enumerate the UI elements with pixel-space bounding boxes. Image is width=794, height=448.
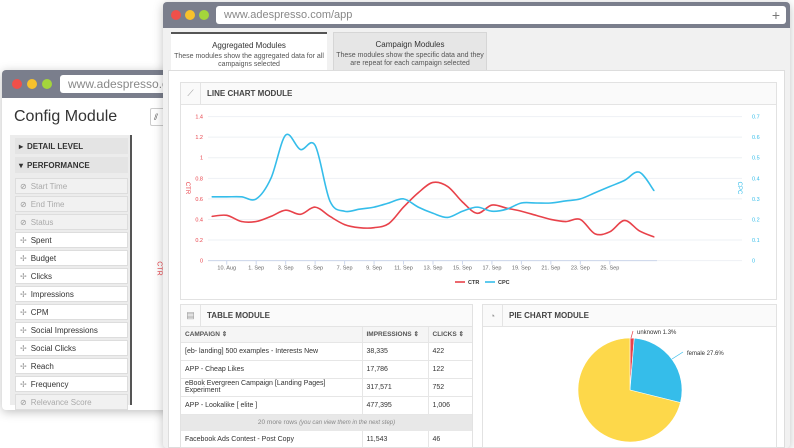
table-cell: 1,006 [427, 396, 472, 415]
column-header-clicks[interactable]: CLICKS ⇕ [427, 327, 472, 343]
title-bar: www.adespresso.com/app + [163, 2, 790, 28]
table-cell: [eb- landing] 500 examples - Interests N… [181, 342, 362, 361]
module-title: TABLE MODULE [207, 311, 270, 320]
plus-icon[interactable]: + [771, 7, 780, 23]
table-icon: ▤ [181, 304, 201, 327]
campaign-table: CAMPAIGN ⇕ IMPRESSIONS ⇕ CLICKS ⇕ [eb- lan… [181, 327, 472, 415]
config-window: www.adespresso.com Config Module ⫽ CTR ▸… [2, 70, 182, 410]
table-cell: 38,335 [361, 342, 428, 361]
tab-campaign-modules[interactable]: Campaign Modules These modules show the s… [333, 32, 487, 72]
field-item[interactable]: ✢ Spent [15, 232, 128, 248]
pie-chart-icon: ◔ [483, 304, 503, 327]
more-rows-notice: 20 more rows (you can view them in the n… [181, 414, 472, 431]
table-cell: 477,395 [361, 396, 428, 415]
url-text: www.adespresso.com/app [224, 9, 353, 21]
field-item[interactable]: ✢ Clicks [15, 268, 128, 284]
title-bar: www.adespresso.com [2, 70, 182, 98]
field-item[interactable]: ⊘ Relevance Score [15, 394, 128, 410]
field-item[interactable]: ✢ CPM [15, 304, 128, 320]
table-cell: eBook Evergreen Campaign [Landing Pages]… [181, 378, 362, 397]
drag-handle-icon: ✢ [20, 253, 27, 263]
page-title: Config Module [14, 108, 118, 125]
module-title: PIE CHART MODULE [509, 311, 589, 320]
drag-handle-icon: ✢ [20, 271, 27, 281]
disabled-icon: ⊘ [20, 397, 27, 407]
field-item[interactable]: ✢ Social Clicks [15, 340, 128, 356]
module-title: LINE CHART MODULE [207, 89, 293, 98]
field-item[interactable]: ✢ Social Impressions [15, 322, 128, 338]
section-detail-level[interactable]: ▸ DETAIL LEVEL [15, 138, 128, 154]
drag-handle-icon: ✢ [20, 325, 27, 335]
field-list[interactable]: ▸ DETAIL LEVEL ▾ PERFORMANCE ⊘ Start Time ⊘ End… [10, 135, 132, 410]
tab-desc: These modules show the specific data and… [336, 52, 484, 67]
url-bar[interactable]: www.adespresso.com [60, 75, 182, 93]
table-cell: 317,571 [361, 378, 428, 397]
pie-chart-module: ◔ PIE CHART MODULE [482, 304, 777, 448]
tab-title: Aggregated Modules [212, 41, 286, 50]
app-window: www.adespresso.com/app + Aggregated Modul… [163, 2, 790, 448]
tab-aggregated-modules[interactable]: Aggregated Modules These modules show the… [171, 32, 327, 72]
drag-handle-icon: ✢ [20, 289, 27, 299]
table-cell: 752 [427, 378, 472, 397]
modules-panel: ⟋ LINE CHART MODULE ▤ TABLE MODULE CAMPAIG… [168, 70, 785, 448]
drag-handle-icon: ✢ [20, 379, 27, 389]
table-row[interactable]: eBook Evergreen Campaign [Landing Pages]… [181, 378, 472, 397]
field-item[interactable]: ✢ Reach [15, 358, 128, 374]
table-row[interactable]: APP - Lookalike [ elite ] 477,395 1,006 [181, 396, 472, 415]
table-row[interactable]: APP - Cheap Likes 17,786 122 [181, 360, 472, 379]
tab-desc: These modules show the aggregated data f… [174, 53, 324, 68]
disabled-icon: ⊘ [20, 181, 27, 191]
table-cell: 122 [427, 360, 472, 379]
table-cell: 422 [427, 342, 472, 361]
drag-handle-icon: ✢ [20, 307, 27, 317]
table-cell: APP - Cheap Likes [181, 360, 362, 379]
axis-label: CTR [155, 261, 163, 276]
close-button[interactable] [171, 10, 181, 20]
column-header-campaign[interactable]: CAMPAIGN ⇕ [181, 327, 362, 343]
table-cell: 17,786 [361, 360, 428, 379]
section-performance[interactable]: ▾ PERFORMANCE [15, 157, 128, 173]
maximize-button[interactable] [42, 79, 52, 89]
maximize-button[interactable] [199, 10, 209, 20]
drag-handle-icon: ✢ [20, 235, 27, 245]
minimize-button[interactable] [27, 79, 37, 89]
close-button[interactable] [12, 79, 22, 89]
table-cell: APP - Lookalike [ elite ] [181, 396, 362, 415]
table-row[interactable]: [eb- landing] 500 examples - Interests N… [181, 342, 472, 361]
field-item[interactable]: ⊘ Start Time [15, 178, 128, 194]
table-module: ▤ TABLE MODULE CAMPAIGN ⇕ IMPRESSIONS ⇕ CLI… [180, 304, 473, 448]
table-row[interactable]: Facebook Ads Contest - Post Copy 11,543 46 [181, 430, 472, 448]
disabled-icon: ⊘ [20, 199, 27, 209]
field-item[interactable]: ✢ Budget [15, 250, 128, 266]
url-bar[interactable]: www.adespresso.com/app + [216, 6, 786, 24]
drag-handle-icon: ✢ [20, 361, 27, 371]
field-item[interactable]: ⊘ Status [15, 214, 128, 230]
line-chart-module: ⟋ LINE CHART MODULE [180, 82, 777, 300]
disabled-icon: ⊘ [20, 217, 27, 227]
field-item[interactable]: ✢ Impressions [15, 286, 128, 302]
caret-down-icon: ▾ [19, 160, 24, 170]
field-item[interactable]: ⊘ End Time [15, 196, 128, 212]
minimize-button[interactable] [185, 10, 195, 20]
column-header-impressions[interactable]: IMPRESSIONS ⇕ [361, 327, 428, 343]
line-chart-icon: ⟋ [181, 82, 201, 105]
field-item[interactable]: ✢ Frequency [15, 376, 128, 392]
tab-title: Campaign Modules [375, 40, 445, 49]
caret-right-icon: ▸ [19, 141, 24, 151]
drag-handle-icon: ✢ [20, 343, 27, 353]
